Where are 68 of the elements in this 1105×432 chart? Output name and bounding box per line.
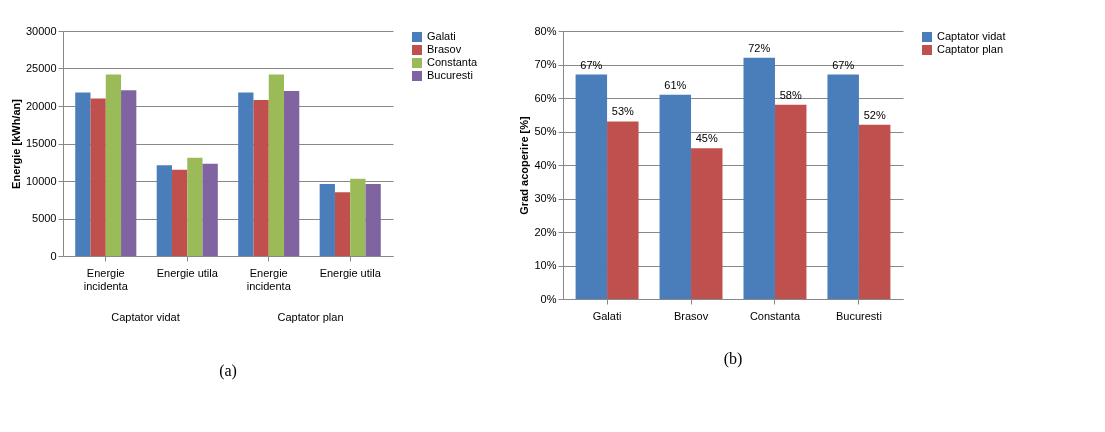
x-tick-label: Bucuresti	[836, 309, 882, 322]
y-tick-label: 20000	[25, 99, 57, 112]
bar	[659, 94, 692, 299]
y-tick-label: 50%	[534, 125, 557, 137]
legend-label: Captator plan	[937, 43, 1004, 55]
text: (a)	[219, 362, 237, 380]
legend-label: Constanta	[427, 56, 479, 68]
bar	[774, 104, 807, 299]
data-label: 72%	[748, 41, 771, 54]
bar	[187, 157, 203, 256]
x-tick-label: Energie incidenta	[83, 266, 129, 292]
y-tick-label: 5000	[32, 212, 57, 224]
bar	[607, 121, 639, 299]
bar	[691, 148, 723, 299]
y-axis-title: Energie [kWh/an]	[9, 98, 22, 189]
bar	[268, 74, 285, 256]
data-label: 52%	[863, 108, 886, 121]
y-tick-label: 40%	[534, 158, 557, 171]
bar	[284, 91, 300, 256]
bar	[202, 163, 218, 256]
text: (b)	[723, 350, 743, 368]
bar	[827, 74, 859, 299]
bar	[350, 178, 366, 256]
data-label: 58%	[779, 88, 802, 101]
legend-label: Captator vidat	[937, 30, 1006, 42]
y-tick-label: 10%	[534, 259, 557, 271]
bar	[238, 92, 254, 256]
y-tick-label: 30000	[25, 24, 57, 37]
y-tick-label: 60%	[534, 91, 557, 104]
bar	[334, 192, 351, 256]
bar	[319, 184, 335, 256]
legend-label: Galati	[427, 30, 456, 42]
text: Captator vidat	[111, 311, 180, 323]
x-tick-label: Constanta	[749, 309, 801, 322]
bar	[90, 98, 106, 256]
data-label: 45%	[695, 132, 718, 145]
data-label: 67%	[832, 58, 855, 71]
bar	[156, 165, 172, 256]
y-tick-label: 25000	[25, 62, 57, 74]
text: Captator plan	[277, 311, 344, 323]
bar	[575, 74, 608, 299]
data-label: 61%	[664, 78, 687, 91]
bar	[105, 74, 122, 256]
y-axis-title: Grad acoperire [%]	[518, 115, 531, 215]
y-tick-label: 80%	[534, 24, 557, 37]
legend-label: Bucuresti	[427, 69, 473, 81]
x-tick-label: Galati	[592, 309, 622, 322]
x-tick-label: Brasov	[673, 309, 709, 322]
y-tick-label: 15000	[25, 137, 57, 149]
y-tick-label: 20%	[534, 225, 557, 238]
x-tick-label: Energie utila	[319, 266, 382, 279]
legend-label: Brasov	[427, 43, 462, 55]
bar	[858, 124, 891, 299]
y-tick-label: 0	[50, 249, 57, 262]
y-tick-label: 70%	[534, 58, 557, 70]
bar	[171, 169, 188, 256]
data-label: 53%	[611, 105, 635, 118]
bar	[253, 100, 269, 256]
y-tick-label: 0%	[540, 292, 557, 305]
x-tick-label: Energie incidenta	[246, 266, 292, 292]
y-tick-label: 30%	[534, 192, 557, 204]
data-label: 67%	[580, 58, 603, 71]
y-tick-label: 10000	[25, 174, 57, 187]
bar	[743, 57, 775, 299]
x-tick-label: Energie utila	[156, 266, 219, 279]
bar	[365, 184, 381, 256]
bar	[121, 90, 137, 256]
bar	[75, 92, 91, 256]
